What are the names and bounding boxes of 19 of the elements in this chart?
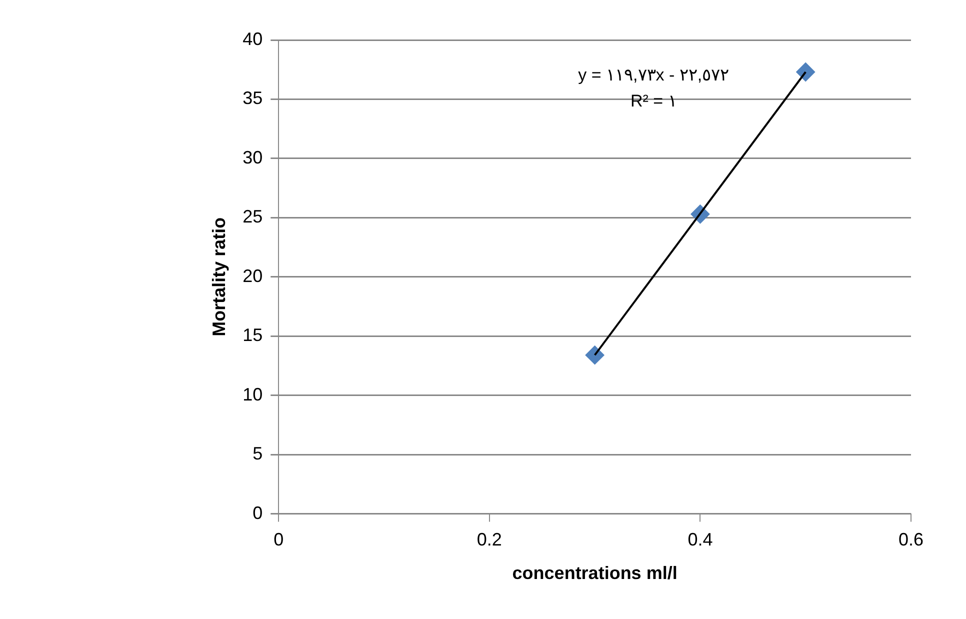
y-tick-label: 40 xyxy=(242,28,263,49)
annotation: R² = ١ xyxy=(630,92,677,111)
y-tick-label: 15 xyxy=(242,325,263,346)
y-tick-label: 5 xyxy=(252,444,263,464)
y-tick-label: 10 xyxy=(242,384,263,404)
y-tick-label: 20 xyxy=(242,266,263,286)
x-tick-label: 0.6 xyxy=(898,530,924,550)
y-tick-label: 25 xyxy=(242,206,263,227)
x-tick-label: 0.4 xyxy=(688,530,713,550)
annotation: y = ١١٩,٧٣x - ٢٢,٥٧٢ xyxy=(578,66,730,85)
point xyxy=(585,346,604,365)
x-axis-title: concentrations ml/l xyxy=(512,563,678,584)
y-tick-label: 35 xyxy=(242,88,263,108)
y-axis-title: Mortality ratio xyxy=(208,217,229,336)
y-tick-label: 0 xyxy=(252,502,263,523)
point xyxy=(796,62,816,82)
x-tick-label: 0.2 xyxy=(476,530,502,550)
y-tick-label: 30 xyxy=(242,147,263,168)
x-tick-label: 0 xyxy=(274,530,284,550)
